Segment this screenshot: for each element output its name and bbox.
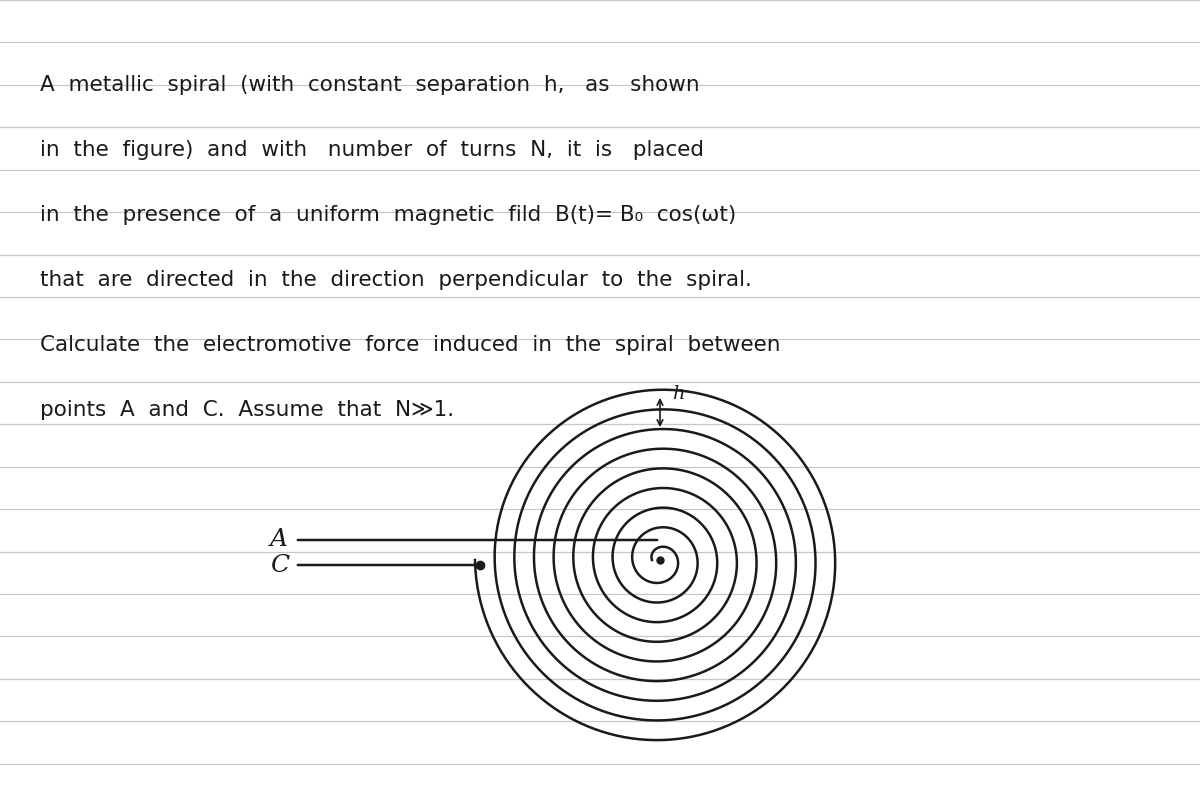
- Text: h: h: [672, 385, 684, 403]
- Text: A: A: [270, 528, 288, 551]
- Text: that  are  directed  in  the  direction  perpendicular  to  the  spiral.: that are directed in the direction perpe…: [40, 270, 751, 290]
- Text: A  metallic  spiral  (with  constant  separation  h,   as   shown: A metallic spiral (with constant separat…: [40, 75, 700, 95]
- Text: Calculate  the  electromotive  force  induced  in  the  spiral  between: Calculate the electromotive force induce…: [40, 335, 780, 355]
- Text: in  the  presence  of  a  uniform  magnetic  fild  B(t)= B₀  cos(ωt): in the presence of a uniform magnetic fi…: [40, 205, 736, 225]
- Text: points  A  and  C.  Assume  that  N≫1.: points A and C. Assume that N≫1.: [40, 400, 454, 420]
- Text: C: C: [270, 554, 289, 577]
- Text: in  the  figure)  and  with   number  of  turns  N,  it  is   placed: in the figure) and with number of turns …: [40, 140, 703, 160]
